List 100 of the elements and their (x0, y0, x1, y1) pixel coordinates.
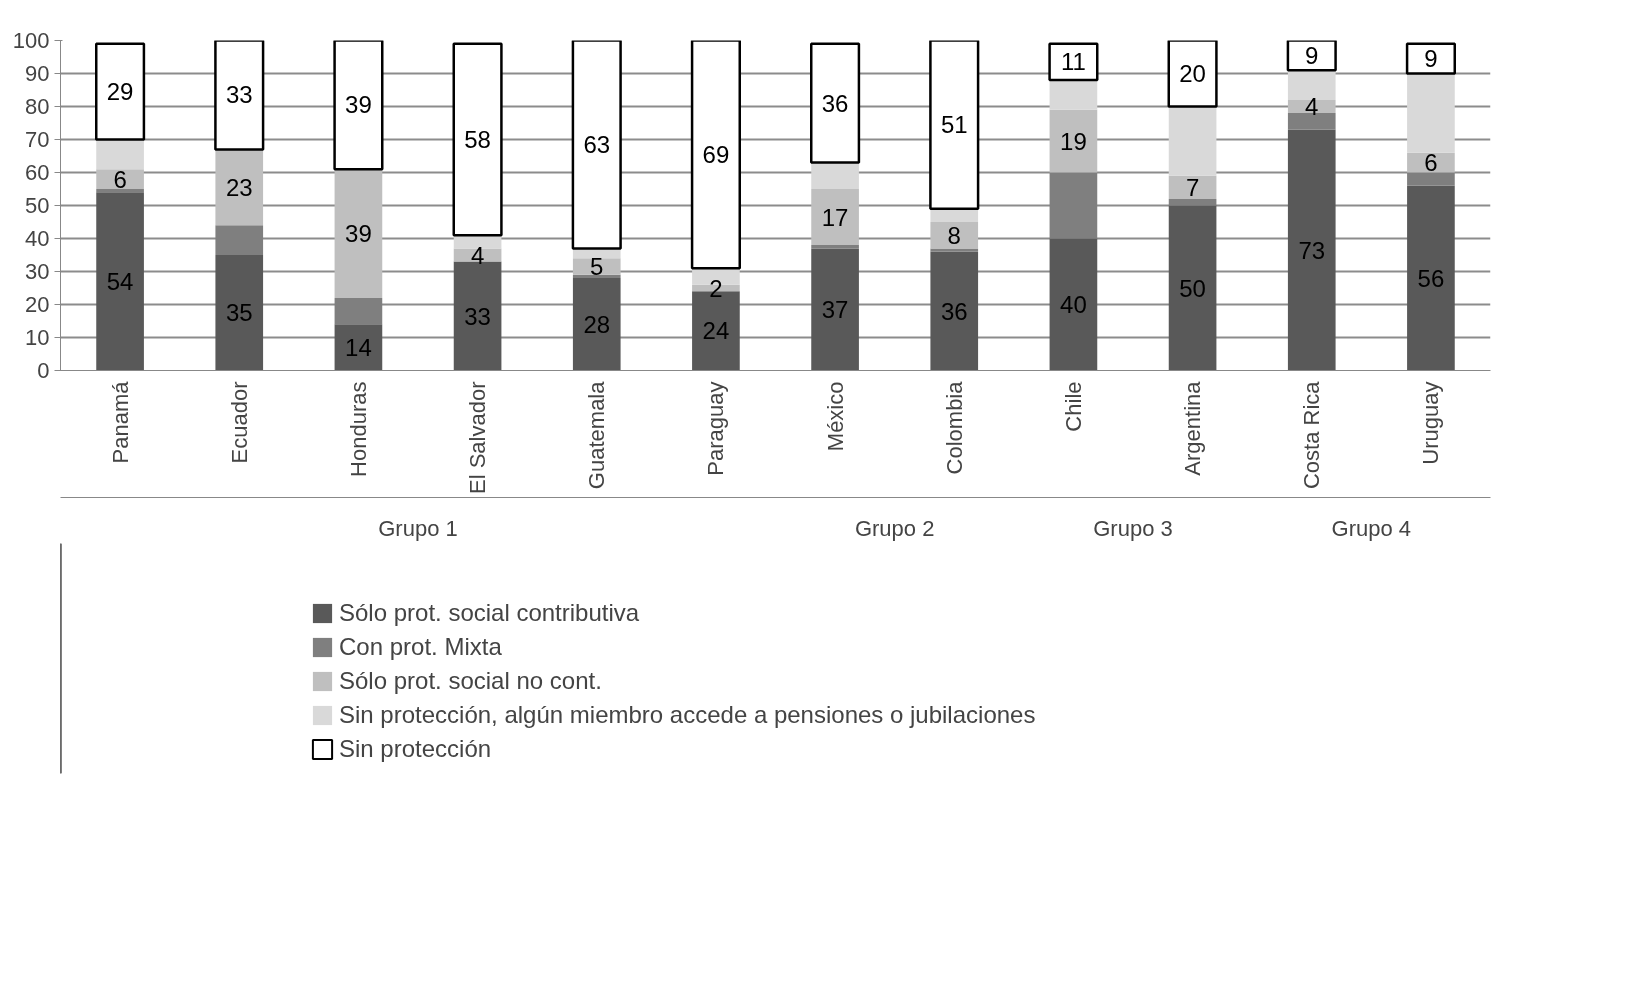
bar (810, 42, 861, 164)
data-label: 4 (470, 241, 485, 269)
data-label: 35 (225, 299, 253, 327)
bar (811, 245, 859, 249)
bar (1048, 42, 1099, 82)
data-label: 20 (1179, 60, 1206, 87)
bar (811, 248, 859, 371)
legend-label: Sin protección (339, 735, 492, 763)
data-label: 9 (1424, 45, 1438, 73)
data-label: 2 (709, 274, 723, 302)
y-tick-label: 60 (25, 160, 50, 185)
bar (334, 169, 383, 298)
data-label: 8 (947, 221, 961, 249)
data-label: 33 (464, 302, 491, 330)
y-tick-label: 80 (25, 94, 50, 119)
bar (1287, 129, 1336, 371)
data-label: 51 (940, 111, 968, 139)
bar (930, 251, 979, 371)
data-label: 58 (464, 126, 491, 153)
x-tick-label: México (822, 381, 848, 452)
bar (334, 324, 383, 371)
bar (215, 255, 264, 371)
bar (929, 40, 980, 211)
bar (215, 149, 264, 226)
bar (1167, 40, 1218, 108)
bar (572, 274, 621, 279)
bar (453, 248, 502, 262)
data-label: 24 (702, 317, 730, 345)
bar (1049, 238, 1098, 371)
bar (1049, 109, 1098, 173)
data-label: 37 (821, 295, 849, 323)
bar (1405, 42, 1456, 75)
data-label: 17 (821, 203, 849, 231)
data-label: 29 (106, 78, 134, 106)
x-tick-label: Ecuador (226, 381, 252, 464)
bar (930, 248, 979, 252)
bar (1168, 205, 1217, 371)
x-tick-label: Honduras (345, 381, 371, 477)
x-tick-label: Colombia (941, 380, 967, 475)
x-tick-label: Argentina (1180, 380, 1206, 476)
data-label: 36 (940, 297, 968, 325)
bar (1168, 175, 1217, 199)
data-label: 11 (1060, 48, 1086, 76)
legend-label: Con prot. Mixta (339, 633, 502, 661)
data-label: 33 (225, 81, 253, 109)
bar (96, 189, 144, 193)
bar (1287, 70, 1336, 100)
bar (96, 192, 144, 371)
data-label: 36 (821, 89, 849, 117)
y-tick-label: 90 (25, 61, 50, 86)
data-label: 54 (106, 267, 134, 295)
bar (333, 40, 384, 171)
data-label: 69 (702, 140, 730, 168)
x-tick-label: Guatemala (584, 380, 610, 490)
bar (1168, 198, 1217, 206)
bar (930, 208, 979, 222)
text: Grupo 4 (1331, 515, 1412, 541)
bar (1407, 73, 1455, 153)
legend-label: Sólo prot. social contributiva (339, 599, 640, 627)
bar (571, 40, 622, 250)
data-label: 4 (1305, 93, 1319, 120)
bar (1168, 106, 1217, 176)
data-label: 39 (345, 91, 372, 119)
data-label: 73 (1298, 236, 1326, 264)
bar (1049, 80, 1098, 110)
y-tick-label: 30 (25, 259, 50, 284)
x-tick-label: Costa Rica (1299, 380, 1325, 490)
bar (214, 40, 265, 151)
y-tick-label: 50 (25, 193, 50, 218)
x-tick-label: Paraguay (703, 381, 729, 476)
y-tick-label: 70 (25, 127, 50, 152)
text: Grupo 2 (854, 515, 935, 541)
data-label: 6 (113, 165, 127, 193)
bar (1287, 113, 1336, 130)
bar (334, 297, 383, 325)
y-tick-label: 40 (25, 226, 50, 251)
bar (811, 189, 859, 246)
y-tick-label: 0 (37, 358, 50, 383)
bar (215, 225, 264, 255)
data-label: 50 (1179, 274, 1206, 302)
data-label: 23 (225, 173, 253, 201)
y-tick-label: 100 (12, 28, 50, 53)
bar (1407, 172, 1455, 186)
legend-label: Sin protección, algún miembro accede a pensiones o jubilaciones (339, 701, 1036, 729)
x-tick-label: Uruguay (1418, 381, 1444, 465)
text: Grupo 1 (378, 515, 458, 541)
bar (96, 139, 144, 170)
bar (95, 42, 146, 141)
bar (452, 42, 503, 237)
data-label: 6 (1424, 149, 1438, 177)
x-tick-label: El Salvador (465, 381, 491, 494)
data-label: 9 (1305, 41, 1319, 69)
data-label: 7 (1185, 173, 1200, 201)
bar (1407, 185, 1455, 371)
bar (572, 278, 621, 371)
data-label: 39 (345, 220, 372, 248)
bar (1049, 172, 1098, 239)
text: Grupo 3 (1093, 515, 1173, 541)
data-label: 28 (583, 310, 611, 338)
data-label: 19 (1060, 127, 1087, 155)
